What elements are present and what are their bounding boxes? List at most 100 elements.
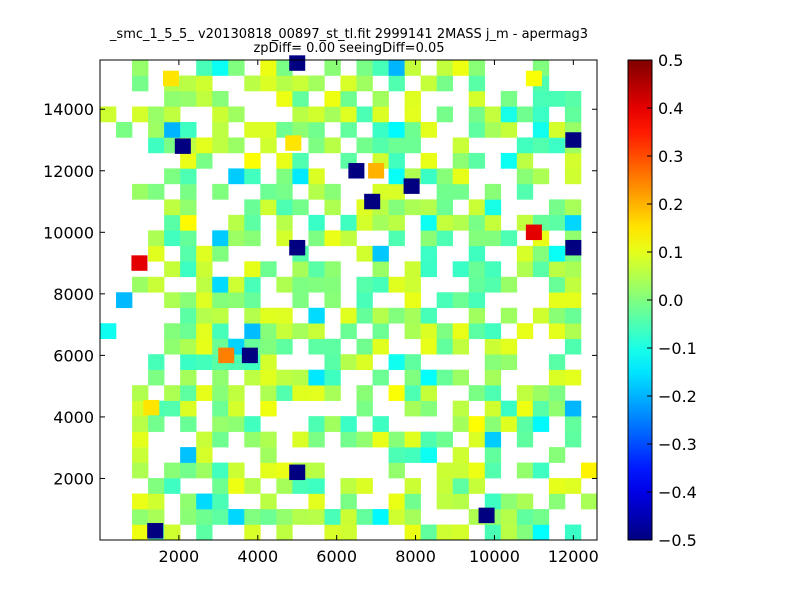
- heatmap-cell: [308, 168, 325, 185]
- heatmap-cell: [132, 493, 149, 510]
- heatmap-cell: [276, 338, 293, 355]
- heatmap-cell: [356, 385, 373, 401]
- heatmap-cell: [260, 261, 277, 278]
- heatmap-cell: [212, 509, 229, 525]
- heatmap-cell: [516, 524, 534, 541]
- heatmap-cell: [212, 462, 229, 479]
- heatmap-cell: [308, 369, 325, 386]
- heatmap-cell: [420, 75, 437, 92]
- heatmap-cell: [356, 509, 373, 525]
- heatmap-cell: [468, 245, 486, 262]
- heatmap-cell: [548, 385, 566, 401]
- heatmap-cell: [308, 137, 325, 154]
- heatmap-cell: [308, 230, 325, 247]
- heatmap-cell: [356, 338, 373, 355]
- heatmap-cell: [244, 152, 261, 169]
- heatmap-cell: [292, 121, 309, 138]
- heatmap-cell: [420, 400, 437, 417]
- heatmap-cell: [292, 292, 309, 309]
- heatmap-cell-notable: [565, 239, 582, 256]
- heatmap-cell: [404, 261, 421, 278]
- heatmap-cell: [516, 183, 534, 200]
- heatmap-cell: [452, 416, 470, 432]
- heatmap-cell: [404, 431, 421, 448]
- heatmap-cell: [356, 307, 373, 324]
- heatmap-cell: [548, 307, 566, 324]
- heatmap-cell: [388, 75, 405, 92]
- heatmap-cell: [356, 75, 373, 92]
- heatmap-cell: [132, 416, 149, 432]
- heatmap-cell: [420, 524, 437, 541]
- heatmap-cell: [548, 323, 566, 340]
- heatmap-cell: [100, 323, 117, 340]
- heatmap-cell: [164, 292, 181, 309]
- heatmap-cell: [212, 385, 229, 401]
- y-axis: 2000 4000 6000 8000 10000 12000 14000: [43, 100, 597, 488]
- heatmap-cell: [404, 323, 421, 340]
- heatmap-cell: [244, 261, 261, 278]
- heatmap-cell: [532, 385, 550, 401]
- heatmap-cell: [564, 307, 582, 324]
- heatmap-cell: [436, 199, 454, 216]
- heatmap-cell: [244, 121, 261, 138]
- heatmap-cell: [548, 245, 566, 262]
- heatmap-cell: [308, 323, 325, 340]
- heatmap-cell: [228, 276, 245, 293]
- heatmap-cell: [164, 462, 181, 479]
- heatmap-cell: [340, 416, 357, 432]
- heatmap-cell: [372, 245, 389, 262]
- heatmap-cell: [452, 152, 470, 169]
- heatmap-cell: [164, 121, 181, 138]
- heatmap-cell-notable: [368, 163, 385, 179]
- heatmap-cell: [420, 230, 437, 247]
- heatmap-cell: [356, 137, 373, 154]
- heatmap-cell: [324, 369, 341, 386]
- heatmap-cell: [276, 75, 293, 92]
- heatmap-cell: [532, 261, 550, 278]
- heatmap-cell: [356, 292, 373, 309]
- heatmap-cell: [404, 354, 421, 370]
- y-tick-label: 14000: [43, 100, 94, 119]
- heatmap-cell: [180, 416, 197, 432]
- heatmap-cell: [276, 524, 293, 541]
- heatmap-cell: [292, 323, 309, 340]
- heatmap-cell: [180, 75, 197, 92]
- heatmap-cell: [532, 168, 550, 185]
- heatmap-cell: [420, 199, 437, 216]
- heatmap-cell: [244, 323, 261, 340]
- heatmap-cell: [260, 462, 277, 479]
- heatmap-cell: [132, 431, 149, 448]
- heatmap-cell: [500, 400, 518, 417]
- heatmap-cell: [324, 524, 341, 541]
- heatmap-cell: [276, 509, 293, 525]
- heatmap-cell: [308, 75, 325, 92]
- heatmap-cell: [196, 75, 213, 92]
- heatmap-cell: [420, 121, 437, 138]
- heatmap-cell: [436, 431, 454, 448]
- heatmap-cell: [180, 369, 197, 386]
- heatmap-cell: [548, 199, 566, 216]
- heatmap-cell: [308, 431, 325, 448]
- heatmap-cell: [452, 168, 470, 185]
- heatmap-cell-notable: [348, 163, 365, 179]
- heatmap-cell: [484, 323, 502, 340]
- heatmap-cell: [164, 90, 181, 107]
- heatmap-cell: [452, 493, 470, 510]
- heatmap-cell: [452, 137, 470, 154]
- heatmap-cell: [228, 478, 245, 494]
- heatmap-cell: [372, 338, 389, 355]
- heatmap-cell: [276, 152, 293, 169]
- heatmap-cell: [276, 121, 293, 138]
- heatmap-cell: [308, 493, 325, 510]
- heatmap-cell: [500, 509, 518, 525]
- heatmap-cell: [436, 493, 454, 510]
- chart-title-line1: _smc_1_5_5_ v20130818_00897_st_tl.fit 29…: [109, 27, 588, 42]
- heatmap-cell: [564, 400, 582, 417]
- heatmap-cell: [548, 369, 566, 386]
- heatmap-cell: [340, 431, 357, 448]
- heatmap-cell: [196, 385, 213, 401]
- heatmap-cell: [516, 323, 534, 340]
- heatmap-cell: [580, 462, 598, 479]
- heatmap-cell: [516, 509, 534, 525]
- heatmap-cell: [292, 90, 309, 107]
